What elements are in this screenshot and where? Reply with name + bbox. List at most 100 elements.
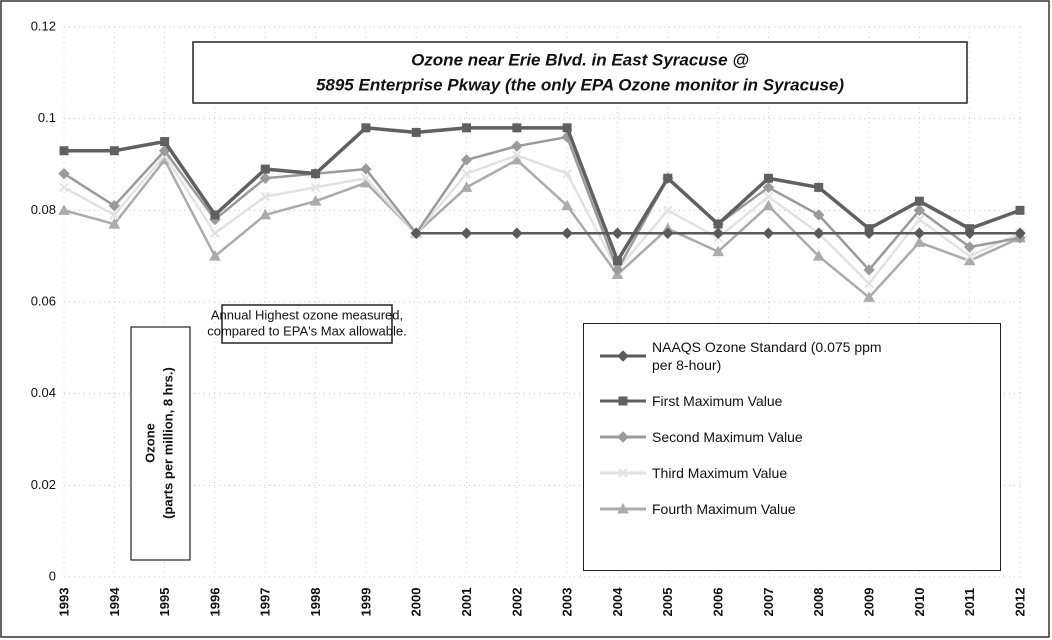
data-point	[361, 123, 371, 133]
legend-swatch	[600, 350, 646, 362]
legend-swatch	[600, 502, 646, 514]
data-point	[209, 250, 221, 261]
data-point	[410, 227, 422, 239]
data-point	[611, 264, 624, 276]
x-tick-label: 1999	[358, 588, 373, 617]
title-box	[192, 41, 968, 104]
data-point	[512, 150, 522, 161]
data-point	[763, 173, 773, 183]
series-line	[63, 135, 1021, 273]
data-point	[712, 227, 724, 239]
series-line	[63, 153, 1021, 286]
data-point	[260, 191, 270, 202]
data-point	[963, 227, 976, 239]
legend-swatch	[600, 396, 646, 406]
y-tick-label: 0.02	[31, 477, 56, 492]
data-point	[210, 210, 220, 220]
data-point	[311, 169, 321, 179]
y-axis-label: (parts per million, 8 hrs.)	[160, 367, 175, 519]
series-line	[64, 126, 1021, 265]
y-tick-label: 0.06	[31, 293, 56, 308]
data-point	[662, 227, 674, 239]
x-tick-label: 2011	[962, 588, 977, 616]
data-point	[763, 191, 774, 202]
x-tick-label: 1993	[56, 588, 71, 617]
data-point	[963, 254, 976, 266]
legend-label: Third Maximum Value	[652, 465, 788, 481]
y-tick-label: 0	[49, 568, 56, 583]
annotation: Annual Highest ozone measured,	[211, 307, 403, 322]
legend-marker	[617, 350, 629, 362]
data-point	[259, 172, 271, 184]
data-point	[712, 245, 724, 257]
data-point	[108, 200, 121, 212]
data-point	[160, 137, 170, 147]
data-point	[663, 173, 673, 183]
data-point	[611, 227, 624, 239]
data-point	[914, 196, 924, 206]
data-point	[462, 123, 472, 133]
data-point	[612, 256, 622, 266]
data-point	[963, 241, 976, 253]
x-tick-label: 1996	[207, 588, 222, 617]
x-tick-label: 2004	[610, 587, 625, 617]
legend-marker	[618, 396, 628, 406]
y-tick-label: 0.12	[31, 18, 56, 33]
data-point	[260, 164, 270, 174]
y-tick-label: 0.04	[31, 385, 56, 400]
annotation-box	[221, 304, 393, 344]
data-point	[511, 140, 523, 152]
chart-title: 5895 Enterprise Pkway (the only EPA Ozon…	[316, 75, 844, 94]
data-point	[361, 173, 371, 183]
legend-entry: Second Maximum Value	[598, 428, 986, 446]
legend: NAAQS Ozone Standard (0.075 ppm per 8-ho…	[583, 323, 1001, 571]
legend-entry: NAAQS Ozone Standard (0.075 ppm per 8-ho…	[598, 338, 986, 374]
data-point	[360, 163, 372, 175]
series-line	[63, 157, 1021, 300]
annotation: compared to EPA's Max allowable.	[207, 323, 407, 338]
legend-label: Fourth Maximum Value	[652, 501, 796, 517]
x-tick-label: 2006	[711, 588, 726, 617]
y-label-box	[130, 326, 191, 561]
data-point	[562, 168, 572, 179]
x-tick-label: 1995	[157, 588, 172, 617]
data-point	[863, 291, 875, 302]
y-axis-label: Ozone	[142, 423, 157, 463]
data-point	[210, 228, 220, 238]
data-point	[259, 208, 272, 220]
data-point	[813, 227, 825, 239]
x-tick-label: 2008	[811, 588, 826, 617]
legend-swatch	[600, 431, 646, 443]
data-point	[913, 204, 926, 217]
y-tick-label: 0.08	[31, 202, 56, 217]
legend-entry: Fourth Maximum Value	[598, 500, 986, 518]
data-point	[108, 218, 121, 229]
data-point	[562, 123, 572, 133]
data-point	[864, 278, 874, 289]
data-point	[309, 195, 322, 206]
data-point	[510, 153, 523, 165]
data-point	[913, 227, 926, 239]
data-point	[460, 227, 473, 239]
data-point	[310, 182, 321, 193]
data-point	[762, 181, 775, 194]
data-point	[59, 146, 69, 156]
chart-title: Ozone near Erie Blvd. in East Syracuse @	[411, 50, 749, 69]
legend-entry: Third Maximum Value	[598, 464, 986, 482]
data-point	[914, 214, 925, 225]
data-point	[814, 182, 824, 192]
data-point	[663, 205, 673, 216]
data-point	[461, 168, 472, 179]
data-point	[58, 204, 70, 215]
data-point	[713, 219, 723, 229]
data-point	[863, 264, 875, 276]
x-tick-label: 2000	[409, 588, 424, 617]
x-tick-label: 2002	[509, 588, 524, 617]
data-point	[58, 167, 70, 180]
legend-marker	[617, 431, 629, 443]
x-tick-label: 2001	[459, 588, 474, 617]
data-point	[762, 227, 775, 239]
data-point	[561, 199, 574, 211]
data-point	[512, 123, 522, 133]
